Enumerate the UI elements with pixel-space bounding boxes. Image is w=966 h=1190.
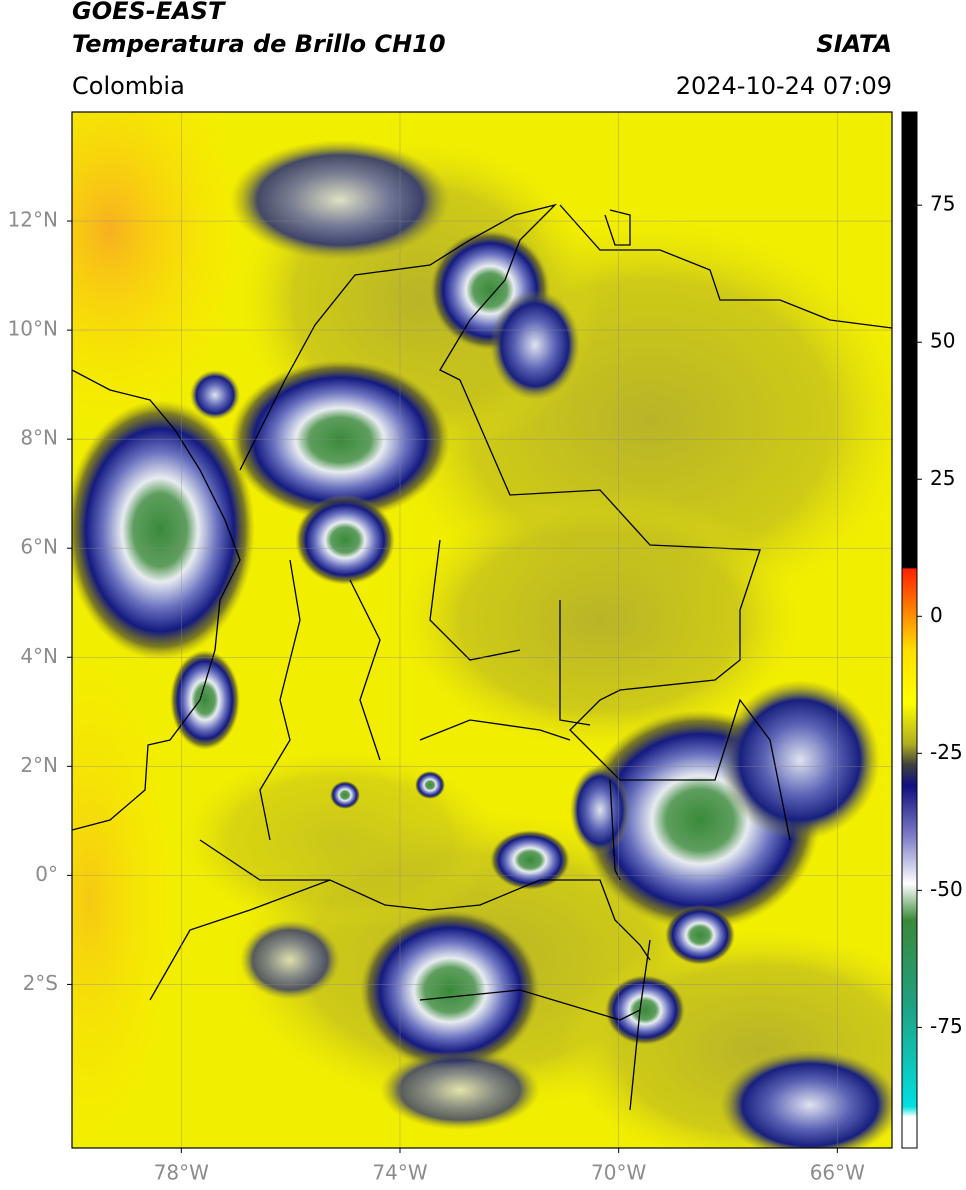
colorbar-tick-label: -75 xyxy=(930,1014,963,1038)
y-tick-label: 2°S xyxy=(23,971,58,995)
x-tick-label: 70°W xyxy=(591,1161,646,1185)
y-tick-label: 2°N xyxy=(20,753,58,777)
colorbar xyxy=(901,111,918,1149)
colorbar-tick-label: 50 xyxy=(930,329,955,353)
title-line2: Temperatura de Brillo CH10 xyxy=(72,30,446,58)
y-tick-label: 12°N xyxy=(8,208,58,232)
y-tick-label: 10°N xyxy=(8,317,58,341)
x-tick-label: 66°W xyxy=(810,1161,865,1185)
grid xyxy=(72,112,892,1148)
colorbar-tick-label: 25 xyxy=(930,466,955,490)
y-tick-label: 0° xyxy=(35,862,58,886)
title-line1: GOES-EAST xyxy=(72,0,226,25)
colorbar-tick-label: 0 xyxy=(930,603,943,627)
y-tick-label: 4°N xyxy=(20,644,58,668)
datetime: 2024-10-24 07:09 xyxy=(676,72,892,100)
colorbar-tick-label: -25 xyxy=(930,740,963,764)
x-tick-label: 78°W xyxy=(154,1161,209,1185)
x-tick-label: 74°W xyxy=(372,1161,427,1185)
region: Colombia xyxy=(72,72,185,100)
agency: SIATA xyxy=(816,30,892,58)
map-frame xyxy=(71,111,893,1149)
colorbar-tick-label: -50 xyxy=(930,877,963,901)
map-image xyxy=(72,112,892,1148)
colorbar-tick-label: 75 xyxy=(930,192,955,216)
y-tick-label: 8°N xyxy=(20,426,58,450)
y-tick-label: 6°N xyxy=(20,535,58,559)
